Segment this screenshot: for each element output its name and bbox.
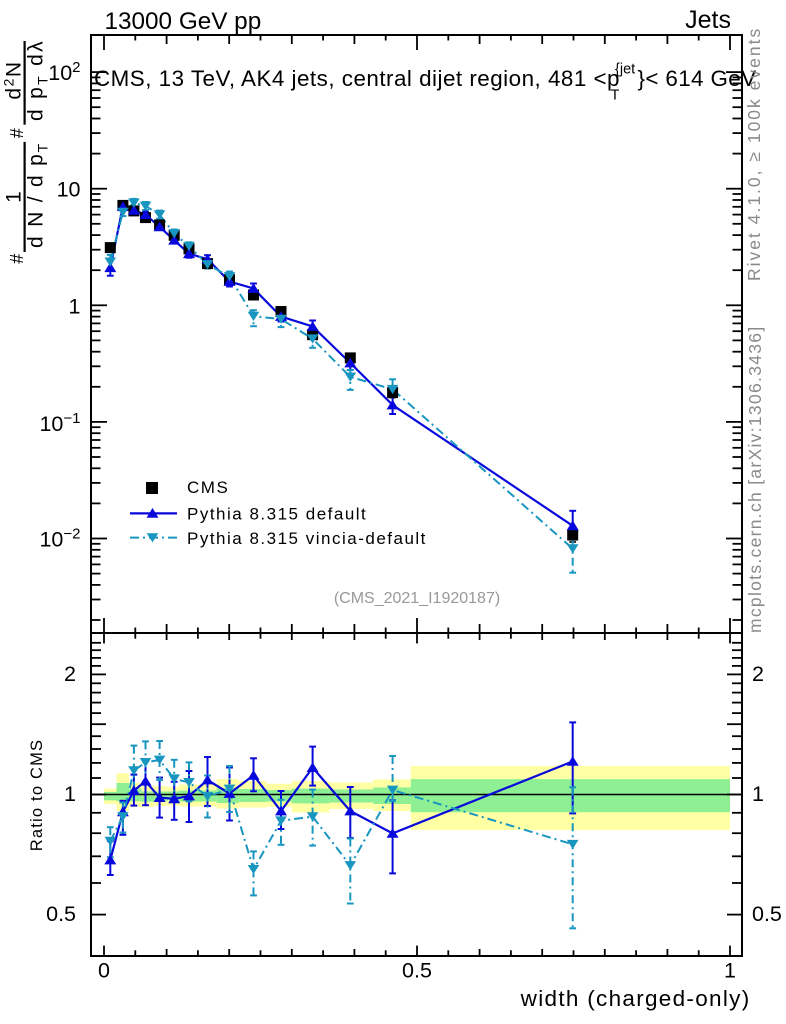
- svg-text:0.5: 0.5: [46, 902, 76, 926]
- svg-text:mcplots.cern.ch [arXiv:1306.34: mcplots.cern.ch [arXiv:1306.3436]: [745, 326, 765, 634]
- svg-text:1: 1: [3, 191, 26, 203]
- svg-text:0: 0: [98, 959, 110, 983]
- svg-text:10: 10: [57, 178, 81, 202]
- svg-text:CMS: CMS: [187, 478, 229, 497]
- svg-text:Ratio to CMS: Ratio to CMS: [28, 739, 46, 852]
- svg-text:(CMS_2021_I1920187): (CMS_2021_I1920187): [334, 590, 500, 607]
- svg-text:0.5: 0.5: [402, 959, 432, 983]
- svg-text:1: 1: [724, 959, 736, 983]
- svg-text:width (charged-only): width (charged-only): [520, 986, 751, 1011]
- svg-text:#: #: [7, 128, 27, 138]
- svg-text:}< 614 GeV: }< 614 GeV: [638, 66, 757, 91]
- svg-text:Pythia 8.315 default: Pythia 8.315 default: [187, 505, 367, 524]
- svg-text:Rivet 4.1.0, ≥ 100k events: Rivet 4.1.0, ≥ 100k events: [744, 27, 764, 281]
- svg-text:1: 1: [752, 782, 764, 806]
- svg-text:T: T: [611, 88, 620, 104]
- svg-text:0.5: 0.5: [752, 902, 782, 926]
- svg-text:2: 2: [752, 662, 764, 686]
- svg-text:d N / d pT: d N / d pT: [25, 142, 51, 248]
- svg-text:1: 1: [64, 782, 76, 806]
- svg-text:13000 GeV pp: 13000 GeV pp: [105, 8, 262, 35]
- svg-text:2: 2: [64, 662, 76, 686]
- svg-text:1: 1: [69, 294, 81, 318]
- svg-text:#: #: [7, 254, 27, 264]
- svg-text:CMS, 13 TeV, AK4 jets, central: CMS, 13 TeV, AK4 jets, central dijet reg…: [94, 66, 620, 91]
- svg-text:Jets: Jets: [685, 6, 731, 34]
- svg-text:Pythia 8.315 vincia-default: Pythia 8.315 vincia-default: [187, 529, 427, 548]
- svg-text:{jet: {jet: [615, 62, 635, 78]
